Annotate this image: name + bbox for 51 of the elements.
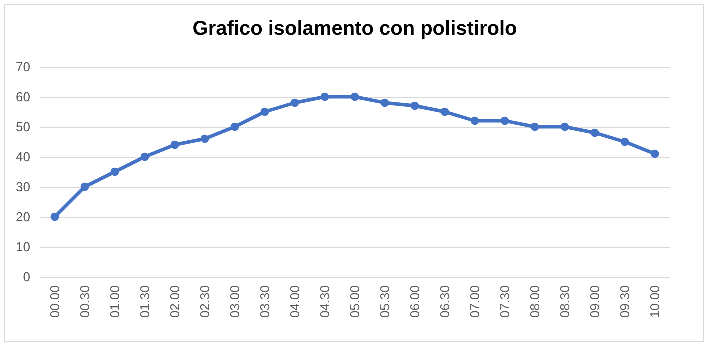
x-tick-label: 04.00 [288,286,302,318]
x-tick-label: 10.00 [648,286,662,318]
x-tick-label: 09.00 [588,286,602,318]
x-tick-label: 09.30 [618,286,632,318]
point [140,152,150,162]
y-tick-label: 60 [16,90,30,104]
x-tick-label: 02.30 [198,286,212,318]
x-tick-label: 08.30 [558,286,572,318]
y-tick-label: 50 [16,120,30,134]
point [230,122,240,132]
point [410,102,420,110]
x-tick-label: 02.00 [168,286,182,318]
x-tick-label: 01.30 [138,286,152,318]
point [380,98,390,108]
point [440,108,450,116]
x-tick-label: 06.30 [438,286,452,318]
x-tick-label: 03.00 [228,286,242,318]
point [170,140,180,150]
y-tick-label: 20 [16,210,30,224]
point [620,138,630,146]
x-tick-label: 06.00 [408,286,422,318]
point [80,182,90,192]
point [50,212,60,222]
x-tick-label: 03.30 [258,286,272,318]
x-tick-label: 01.00 [108,286,122,318]
y-tick-label: 40 [16,150,30,164]
point [590,128,600,138]
x-tick-label: 04.30 [318,286,332,318]
point [530,122,540,132]
y-tick-label: 30 [16,180,30,194]
point [560,122,570,132]
x-tick-label: 05.00 [348,286,362,318]
y-tick-label: 0 [23,270,30,284]
chart-title: Grafico isolamento con polistirolo [192,18,518,40]
point [650,150,660,158]
x-tick-label: 08.00 [528,286,542,318]
x-tick-label: 00.30 [78,286,92,318]
x-tick-label: 07.30 [498,286,512,318]
x-tick-label: 05.30 [378,286,392,318]
y-tick-label: 10 [16,240,30,254]
point [110,168,120,176]
x-tick-label: 00.00 [48,286,62,318]
point [350,92,360,102]
y-tick-label: 70 [16,60,30,74]
point [260,108,270,116]
point [200,134,210,144]
point [290,98,300,108]
point [320,92,330,102]
point [500,116,510,126]
x-tick-label: 07.00 [468,286,482,318]
point [470,116,480,126]
